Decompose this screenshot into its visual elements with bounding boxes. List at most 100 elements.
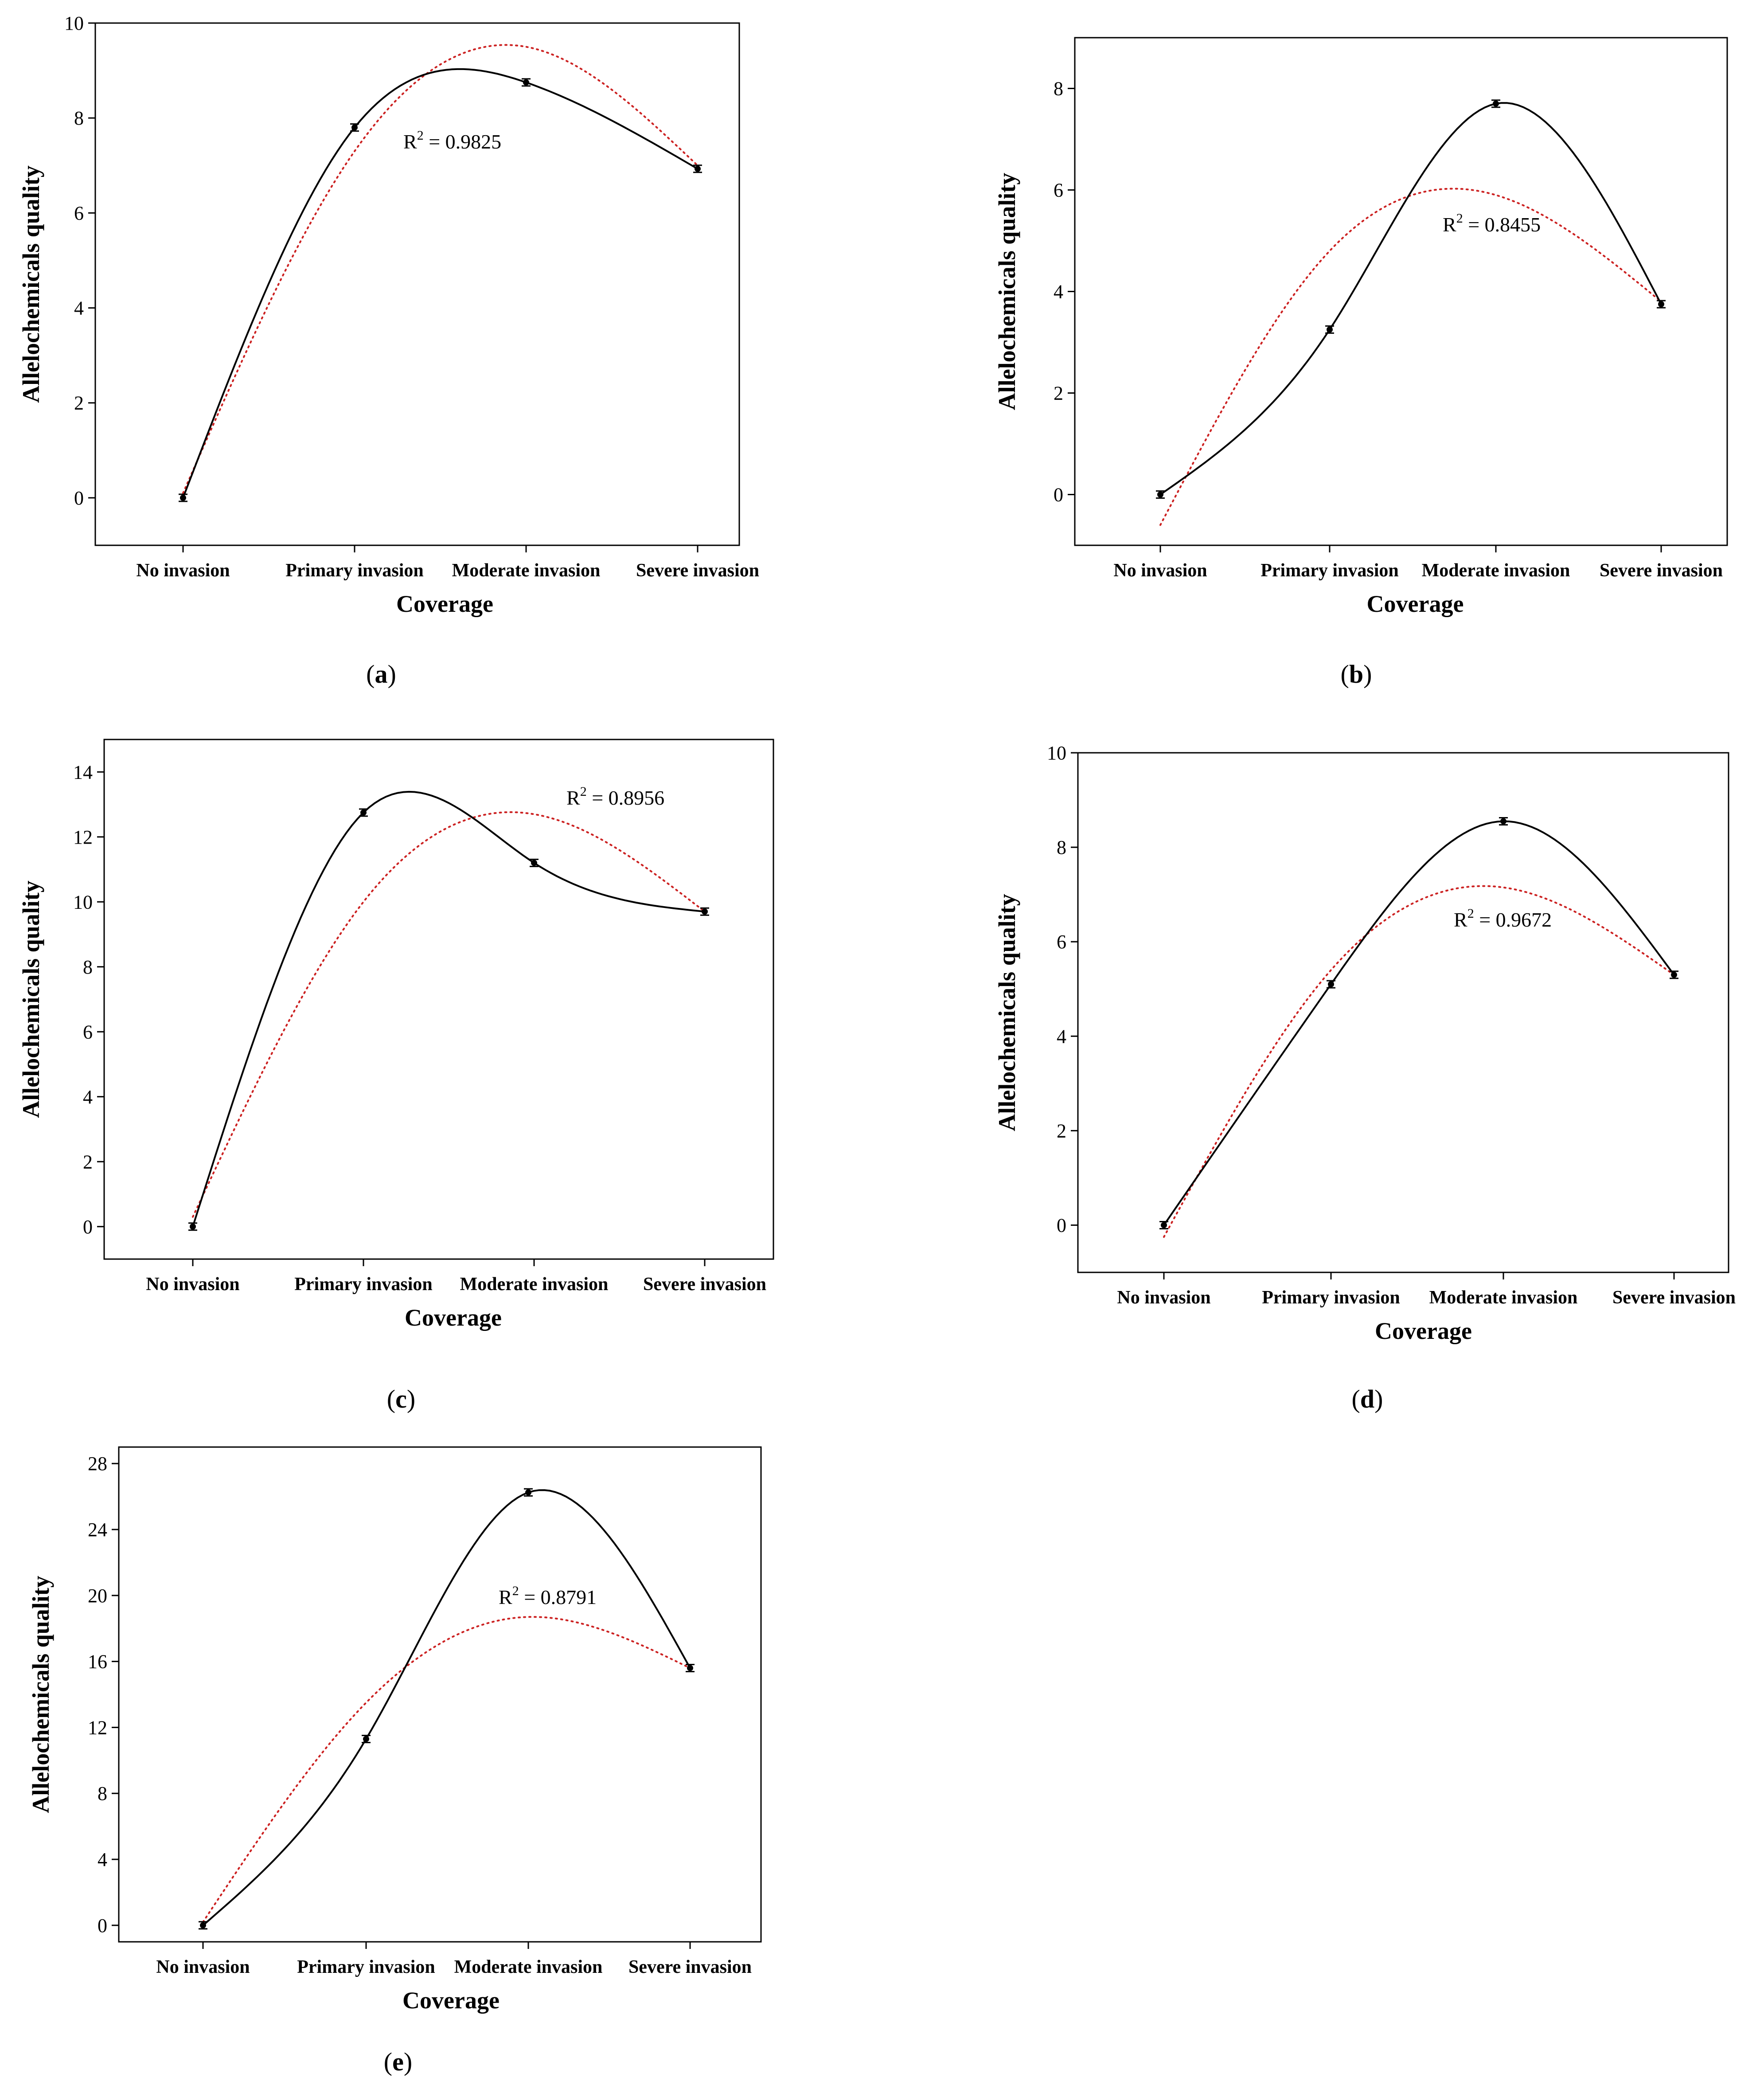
y-tick-label: 10 <box>73 891 93 913</box>
r-squared-base: R <box>499 1586 512 1608</box>
data-point <box>687 1665 693 1671</box>
data-point <box>531 860 537 866</box>
y-tick-label: 4 <box>1054 281 1063 303</box>
data-point <box>351 124 358 131</box>
y-tick-label: 24 <box>88 1519 107 1541</box>
measured-curve <box>1159 102 1662 496</box>
x-tick-label: Moderate invasion <box>454 1957 603 1977</box>
x-axis-title: Coverage <box>402 1987 500 2014</box>
y-tick-label: 8 <box>1054 78 1063 100</box>
y-tick-label: 10 <box>1047 742 1066 764</box>
r-squared-annotation: R2 = 0.9825 <box>403 128 501 153</box>
chart-panel-e: 0 4 8 12 16 20 24 28 No invasion Primary invasion… <box>27 1446 762 2076</box>
x-axis-title: Coverage <box>396 591 493 617</box>
x-tick-label: No invasion <box>1117 1287 1210 1308</box>
y-tick-label: 16 <box>88 1651 107 1673</box>
panel-label: (a) <box>366 660 396 689</box>
x-tick-label: No invasion <box>1113 560 1207 581</box>
x-tick-label: Moderate invasion <box>1422 560 1570 581</box>
r-squared-sup: 2 <box>1467 906 1474 921</box>
data-point <box>1327 326 1333 333</box>
y-tick-label: 2 <box>83 1151 93 1173</box>
y-tick-label: 8 <box>74 107 84 129</box>
data-point <box>523 79 529 86</box>
panel-letter: e <box>392 2047 404 2076</box>
r-squared-sup: 2 <box>417 128 424 143</box>
x-tick-label: No invasion <box>146 1274 239 1295</box>
x-tick-label: Primary invasion <box>1261 560 1399 581</box>
y-tick-label: 6 <box>1054 180 1063 201</box>
y-tick-label: 28 <box>88 1453 107 1475</box>
panel-paren-open: ( <box>366 660 375 689</box>
r-squared-annotation: R2 = 0.8455 <box>1443 211 1541 236</box>
data-point <box>1328 981 1334 988</box>
r-squared-value: = 0.8791 <box>519 1586 597 1608</box>
panel-label: (e) <box>384 2047 412 2076</box>
y-axis-title: Allelochemicals quality <box>994 894 1020 1131</box>
panel-letter: d <box>1360 1385 1374 1413</box>
plot-frame <box>103 739 774 1260</box>
measured-curve <box>182 68 699 498</box>
data-point <box>1658 301 1664 308</box>
r-squared-value: = 0.8455 <box>1463 213 1541 236</box>
plot-frame <box>1074 37 1728 546</box>
x-tick-label: Primary invasion <box>297 1957 435 1977</box>
fit-curve <box>1163 885 1675 1238</box>
y-tick-label: 6 <box>74 202 84 224</box>
panel-label: (c) <box>387 1385 415 1413</box>
x-tick-label: Moderate invasion <box>1429 1287 1578 1308</box>
panel-paren-open: ( <box>1352 1385 1360 1413</box>
x-tick-label: Moderate invasion <box>460 1274 609 1295</box>
y-tick-label: 4 <box>98 1849 107 1870</box>
y-tick-label: 0 <box>98 1915 107 1937</box>
y-tick-label: 2 <box>74 392 84 414</box>
data-point <box>1493 100 1499 107</box>
y-tick-label: 4 <box>83 1086 93 1108</box>
chart-panel-d: 0 2 4 6 8 10 No invasion Primary invasion Modera… <box>994 742 1736 1413</box>
panel-label: (b) <box>1341 660 1372 689</box>
panel-paren-close: ) <box>388 660 396 689</box>
y-tick-label: 4 <box>74 297 84 319</box>
measured-curve <box>1163 820 1675 1226</box>
data-point <box>363 1736 369 1742</box>
fit-curve <box>182 44 699 494</box>
x-tick-label: Primary invasion <box>1262 1287 1400 1308</box>
data-point <box>1671 971 1677 978</box>
x-tick-label: Severe invasion <box>628 1957 752 1977</box>
x-tick-label: Moderate invasion <box>452 560 601 581</box>
y-tick-label: 6 <box>83 1021 93 1043</box>
panel-letter: c <box>395 1385 407 1413</box>
fit-curve <box>192 811 706 1218</box>
fit-curve <box>202 1616 691 1923</box>
r-squared-base: R <box>1443 213 1456 236</box>
data-point <box>180 494 186 501</box>
y-tick-label: 2 <box>1057 1120 1066 1142</box>
x-tick-label: Primary invasion <box>285 560 424 581</box>
panel-paren-close: ) <box>1363 660 1372 689</box>
y-tick-label: 14 <box>73 761 93 783</box>
x-axis-title: Coverage <box>1367 591 1464 617</box>
y-axis-title: Allelochemicals quality <box>18 880 44 1118</box>
data-point <box>695 165 701 172</box>
plot-frame <box>118 1446 762 1943</box>
data-point <box>360 809 367 816</box>
r-squared-annotation: R2 = 0.8791 <box>499 1584 597 1608</box>
panel-paren-close: ) <box>407 1385 415 1413</box>
y-tick-label: 8 <box>83 956 93 978</box>
plot-frame <box>1077 752 1729 1273</box>
r-squared-sup: 2 <box>512 1584 519 1598</box>
y-tick-label: 0 <box>74 487 84 509</box>
r-squared-value: = 0.8956 <box>587 786 664 809</box>
panel-paren-open: ( <box>1341 660 1349 689</box>
y-tick-label: 0 <box>1057 1214 1066 1236</box>
measured-curve <box>202 1489 691 1926</box>
r-squared-annotation: R2 = 0.8956 <box>566 784 664 809</box>
r-squared-sup: 2 <box>580 784 587 799</box>
y-tick-label: 20 <box>88 1585 107 1607</box>
plot-frame <box>94 22 740 546</box>
r-squared-base: R <box>1454 908 1467 931</box>
y-tick-label: 12 <box>73 826 93 848</box>
x-tick-label: Severe invasion <box>1612 1287 1736 1308</box>
chart-panel-b: 0 2 4 6 8 No invasion Primary invasion Moderate… <box>994 37 1728 689</box>
